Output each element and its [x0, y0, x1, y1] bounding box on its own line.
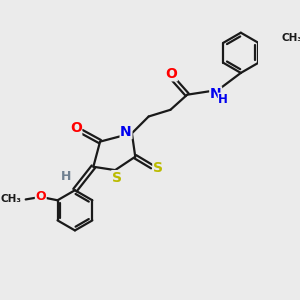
Text: CH₃: CH₃ — [282, 33, 300, 43]
Text: H: H — [218, 93, 228, 106]
Text: CH₃: CH₃ — [1, 194, 22, 204]
Text: O: O — [70, 121, 82, 135]
Text: S: S — [112, 171, 122, 184]
Text: N: N — [210, 87, 221, 101]
Text: O: O — [35, 190, 46, 203]
Text: O: O — [165, 67, 177, 81]
Text: H: H — [61, 170, 71, 183]
Text: S: S — [153, 160, 163, 175]
Text: N: N — [120, 124, 132, 139]
